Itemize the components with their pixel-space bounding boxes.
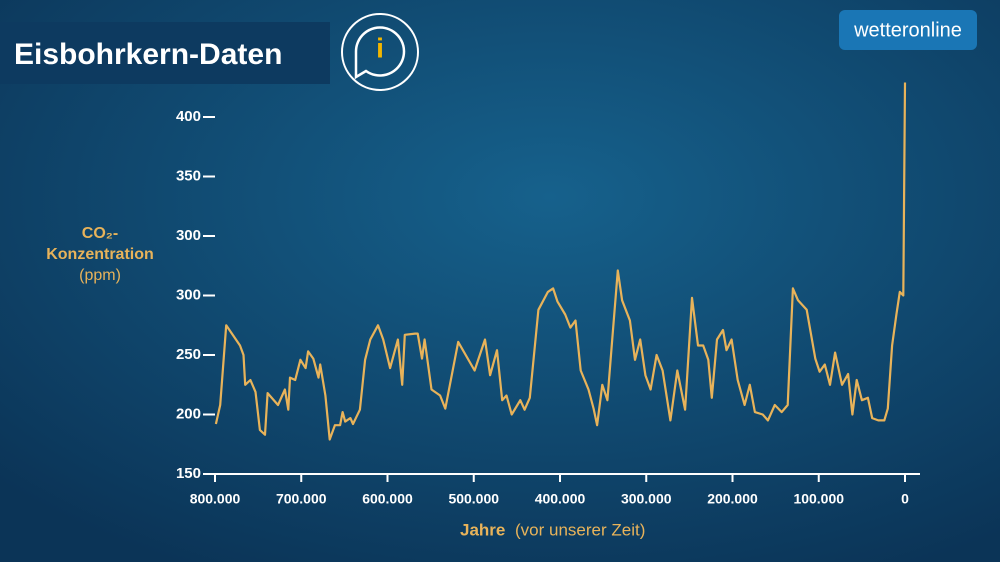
x-tick-label: 100.000 (793, 491, 844, 507)
logo: wetteronline (853, 19, 962, 41)
svg-text:i: i (376, 32, 384, 63)
x-tick-label: 800.000 (190, 491, 241, 507)
x-tick-label: 200.000 (707, 491, 758, 507)
x-label: Jahre (460, 520, 505, 539)
x-tick-label: 0 (901, 491, 909, 507)
x-tick-label: 600.000 (362, 491, 413, 507)
x-tick-label: 300.000 (621, 491, 672, 507)
y-tick-label: 300 (176, 286, 201, 303)
chart-title: Eisbohrkern-Daten (14, 38, 282, 71)
x-tick-label: 700.000 (276, 491, 327, 507)
title-box (0, 22, 330, 84)
info-icon: i (341, 13, 419, 91)
y-tick-label: 350 (176, 167, 201, 184)
logo-box (839, 10, 977, 50)
y-tick-label: 300 (176, 227, 201, 244)
data-line (214, 82, 907, 441)
x-tick-label: 500.000 (448, 491, 499, 507)
y-tick-label: 200 (176, 405, 201, 422)
y-tick-label: 400 (176, 108, 201, 125)
y-tick-label: 150 (176, 465, 201, 482)
x-tick-label: 400.000 (535, 491, 586, 507)
y-label: CO₂- (82, 225, 118, 242)
y-label: Konzentration (46, 246, 154, 263)
x-label-note: (vor unserer Zeit) (515, 520, 645, 539)
y-label: (ppm) (79, 267, 121, 284)
y-tick-label: 250 (176, 346, 201, 363)
